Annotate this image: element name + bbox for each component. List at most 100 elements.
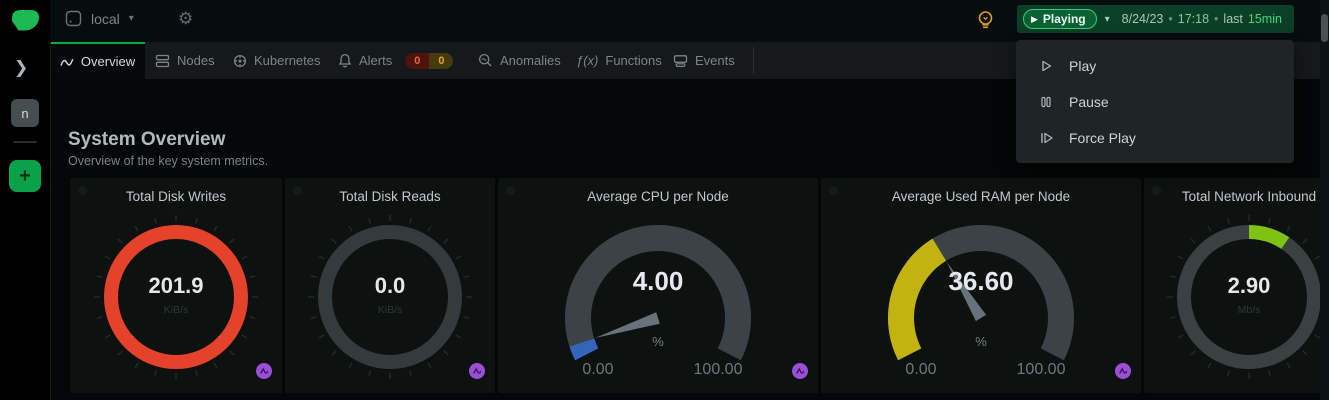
chart-card-disk-reads[interactable]: Total Disk Reads 0.0 KiB/s	[285, 178, 495, 393]
sidebar-expand-icon[interactable]: ❯	[14, 58, 29, 77]
gauge-value: 36.60	[948, 266, 1014, 296]
menu-item-play[interactable]: Play	[1016, 48, 1294, 84]
tab-events[interactable]: Events	[673, 42, 735, 79]
playback-dropdown-menu: Play Pause Force Play	[1016, 40, 1294, 163]
tab-alerts[interactable]: Alerts 0 0	[338, 42, 454, 79]
gear-icon[interactable]: ⚙	[178, 9, 194, 28]
playback-status-label: Playing	[1042, 12, 1086, 26]
gauge-value: 0.0	[374, 273, 406, 298]
play-outline-icon	[1042, 60, 1052, 72]
nodes-icon	[155, 54, 170, 67]
page-subtitle: Overview of the key system metrics.	[68, 154, 269, 168]
anomaly-rate-icon[interactable]	[469, 363, 485, 379]
chart-card-disk-writes[interactable]: Total Disk Writes 201.9 KiB/s	[70, 178, 282, 393]
tab-label: Overview	[80, 54, 136, 69]
separator-dot: •	[1214, 12, 1219, 26]
chart-title: Total Network Inbound	[1181, 189, 1317, 204]
gauge-unit: Mb/s	[1237, 304, 1261, 316]
play-icon: ▶	[1031, 13, 1038, 24]
gauge-unit: KiB/s	[163, 304, 189, 316]
gauge-unit: %	[975, 334, 987, 349]
chart-card-ram[interactable]: Average Used RAM per Node 36.60 % 0.00 1…	[821, 178, 1141, 393]
force-play-icon	[1041, 132, 1053, 144]
drag-handle-icon[interactable]	[293, 186, 302, 195]
scrollbar-track[interactable]	[1320, 0, 1329, 400]
tab-label: Functions	[605, 53, 662, 68]
space-avatar[interactable]: n	[11, 99, 39, 127]
events-icon	[673, 54, 688, 67]
gauge-value: 201.9	[148, 273, 204, 298]
anomaly-rate-icon[interactable]	[792, 363, 808, 379]
pause-icon	[1041, 96, 1051, 108]
scrollbar-thumb[interactable]	[1321, 14, 1328, 42]
gauge-unit: %	[652, 334, 664, 349]
chart-title: Total Disk Writes	[125, 189, 227, 204]
separator-dot: •	[1168, 12, 1173, 26]
chart-title: Average Used RAM per Node	[891, 189, 1071, 204]
tab-label: Events	[695, 53, 735, 68]
node-selector[interactable]: local ▾	[65, 10, 134, 27]
disk-writes-gauge	[94, 215, 258, 379]
top-header: local ▾ ⚙ ▶ Playing ▾ 8/24/23 • 17:18 • …	[50, 0, 1329, 42]
playback-chevron-icon[interactable]: ▾	[1104, 13, 1110, 25]
range-label: 15min	[1247, 12, 1282, 26]
last-label: last	[1223, 12, 1243, 26]
anomaly-rate-icon[interactable]	[1115, 363, 1131, 379]
add-space-button[interactable]: +	[9, 160, 41, 192]
menu-item-force-play[interactable]: Force Play	[1016, 120, 1294, 156]
menu-item-pause[interactable]: Pause	[1016, 84, 1294, 120]
playback-status-pill[interactable]: ▶ Playing	[1023, 9, 1097, 29]
anomaly-rate-icon[interactable]	[256, 363, 272, 379]
drag-handle-icon[interactable]	[829, 186, 838, 195]
tab-label: Alerts	[359, 53, 393, 68]
chart-title: Total Disk Reads	[339, 189, 441, 204]
bell-icon	[338, 53, 352, 68]
gauge-value: 2.90	[1227, 273, 1271, 298]
sidebar-edge-line	[50, 42, 51, 400]
alert-badges: 0 0	[405, 52, 454, 69]
warning-alerts-badge: 0	[429, 52, 454, 69]
date-label: 8/24/23	[1121, 12, 1164, 26]
tab-kubernetes[interactable]: Kubernetes	[233, 42, 321, 79]
drag-handle-icon[interactable]	[506, 186, 515, 195]
news-bulb-icon[interactable]	[976, 10, 995, 36]
critical-alerts-badge: 0	[405, 52, 430, 69]
menu-item-label: Play	[1069, 58, 1097, 74]
tab-functions[interactable]: ƒ(x) Functions	[576, 42, 662, 79]
gauge-unit: KiB/s	[377, 304, 403, 316]
tab-overview[interactable]: Overview	[50, 42, 145, 79]
netdata-logo-icon[interactable]	[9, 8, 41, 39]
drag-handle-icon[interactable]	[78, 186, 87, 195]
page-title: System Overview	[68, 129, 226, 150]
sidebar-divider	[13, 141, 37, 143]
chart-card-cpu[interactable]: Average CPU per Node 4.00 % 0.00 100.00	[498, 178, 818, 393]
gauge-value: 4.00	[632, 266, 684, 296]
tab-anomalies[interactable]: Anomalies	[478, 42, 561, 79]
tab-label: Kubernetes	[254, 53, 321, 68]
menu-item-label: Force Play	[1069, 130, 1136, 146]
chart-card-network-inbound[interactable]: Total Network Inbound 2.90 Mb/s	[1144, 178, 1329, 393]
functions-icon: ƒ(x)	[576, 53, 599, 68]
anomalies-icon	[478, 53, 492, 67]
tab-label: Nodes	[177, 53, 215, 68]
chart-title: Average CPU per Node	[587, 189, 729, 204]
time-label: 17:18	[1177, 12, 1210, 26]
time-picker-bar[interactable]: ▶ Playing ▾ 8/24/23 • 17:18 • last 15min	[1017, 5, 1294, 33]
gauge-min-label: 0.00	[905, 361, 937, 378]
disk-reads-gauge	[308, 215, 472, 379]
menu-item-label: Pause	[1069, 94, 1109, 110]
ram-gauge	[888, 225, 1074, 361]
tab-label: Anomalies	[500, 53, 561, 68]
chevron-down-icon: ▾	[128, 13, 134, 24]
time-range-display[interactable]: 8/24/23 • 17:18 • last 15min	[1122, 12, 1282, 26]
node-icon	[65, 10, 82, 27]
gauge-max-label: 100.00	[693, 361, 743, 378]
cpu-gauge	[565, 225, 751, 361]
overview-chart-icon	[60, 58, 74, 66]
gauge-max-label: 100.00	[1016, 361, 1066, 378]
tab-nodes[interactable]: Nodes	[155, 42, 215, 79]
network-inbound-gauge	[1167, 215, 1329, 379]
node-name: local	[91, 10, 120, 27]
drag-handle-icon[interactable]	[1152, 186, 1161, 195]
